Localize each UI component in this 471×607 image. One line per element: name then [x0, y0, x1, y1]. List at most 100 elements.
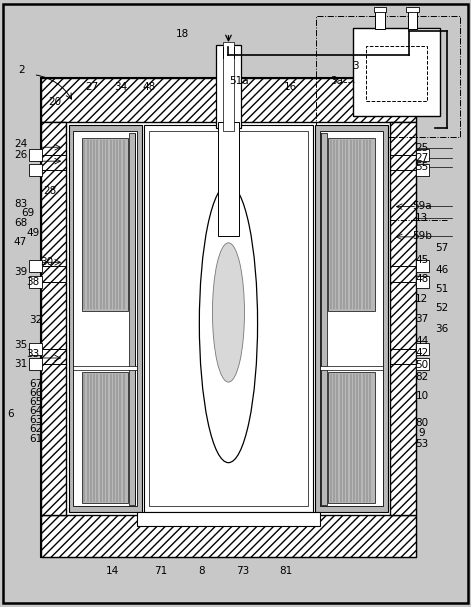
- Bar: [41, 122, 66, 515]
- Text: 51a: 51a: [229, 76, 249, 86]
- Text: 34: 34: [114, 82, 127, 92]
- Text: 71: 71: [154, 566, 167, 576]
- Text: 55: 55: [415, 162, 429, 172]
- Bar: [328, 372, 375, 503]
- Text: 45: 45: [415, 255, 429, 265]
- Text: 10: 10: [415, 390, 429, 401]
- Text: 26: 26: [14, 150, 27, 160]
- Bar: [416, 149, 430, 161]
- Text: 66: 66: [29, 388, 42, 398]
- Bar: [82, 372, 129, 503]
- Text: 81: 81: [280, 566, 293, 576]
- Bar: [416, 358, 430, 370]
- Text: 3a: 3a: [330, 76, 343, 86]
- Text: 59b: 59b: [412, 231, 432, 240]
- Bar: [320, 131, 383, 506]
- Bar: [29, 149, 42, 161]
- Text: 49: 49: [26, 228, 39, 238]
- Bar: [321, 133, 326, 504]
- Text: 67: 67: [29, 379, 42, 389]
- Text: 83: 83: [14, 198, 27, 209]
- Bar: [41, 515, 416, 557]
- Text: 42: 42: [415, 348, 429, 358]
- Bar: [41, 78, 416, 557]
- Text: 69: 69: [21, 208, 34, 219]
- Text: 48: 48: [142, 82, 155, 92]
- Text: 13: 13: [415, 213, 429, 223]
- Bar: [328, 138, 375, 311]
- Bar: [406, 7, 419, 12]
- Bar: [374, 7, 386, 12]
- Text: 33: 33: [26, 350, 39, 359]
- Text: 51: 51: [436, 284, 449, 294]
- Bar: [29, 358, 42, 370]
- Bar: [73, 131, 137, 506]
- Bar: [375, 11, 385, 29]
- Text: 62: 62: [29, 424, 42, 435]
- Bar: [29, 260, 42, 272]
- Text: 8: 8: [198, 566, 205, 576]
- Text: 9: 9: [419, 428, 425, 438]
- Bar: [320, 367, 383, 370]
- Bar: [29, 343, 42, 355]
- Bar: [416, 164, 430, 176]
- Ellipse shape: [199, 184, 258, 463]
- Text: 14: 14: [106, 566, 119, 576]
- Text: 30: 30: [40, 257, 53, 267]
- Text: 12: 12: [415, 294, 429, 304]
- Bar: [69, 125, 142, 512]
- Bar: [137, 512, 320, 526]
- Text: 57: 57: [436, 243, 449, 253]
- Text: 39: 39: [14, 267, 27, 277]
- Bar: [130, 133, 135, 504]
- Text: 27: 27: [415, 152, 429, 163]
- Text: 82: 82: [415, 372, 429, 382]
- Text: 31: 31: [14, 359, 27, 369]
- Text: 28: 28: [43, 186, 57, 196]
- Text: 68: 68: [14, 218, 27, 228]
- Bar: [316, 16, 460, 137]
- Bar: [219, 122, 238, 236]
- Text: 35: 35: [14, 340, 27, 350]
- Text: 25: 25: [415, 143, 429, 153]
- Bar: [416, 260, 430, 272]
- Bar: [416, 276, 430, 288]
- Text: 61: 61: [29, 433, 42, 444]
- Bar: [416, 343, 430, 355]
- Bar: [408, 11, 417, 29]
- Bar: [390, 122, 416, 515]
- Text: 3: 3: [352, 61, 358, 71]
- Text: 63: 63: [29, 415, 42, 426]
- Text: 73: 73: [236, 566, 250, 576]
- Text: 16: 16: [284, 82, 298, 92]
- Text: 80: 80: [415, 418, 429, 428]
- Text: 20: 20: [48, 98, 61, 107]
- Bar: [29, 164, 42, 176]
- Text: 32: 32: [29, 316, 42, 325]
- Bar: [320, 133, 321, 504]
- Bar: [353, 28, 440, 116]
- Text: 52: 52: [436, 304, 449, 313]
- Text: 24: 24: [14, 138, 27, 149]
- Text: 47: 47: [14, 237, 27, 247]
- Bar: [82, 138, 129, 311]
- Text: 18: 18: [176, 29, 189, 39]
- Text: 53: 53: [415, 439, 429, 449]
- Text: 2: 2: [18, 66, 25, 75]
- Bar: [149, 131, 309, 506]
- Bar: [73, 367, 137, 370]
- Bar: [366, 46, 427, 101]
- Bar: [223, 42, 234, 131]
- Bar: [315, 125, 388, 512]
- Text: 6: 6: [8, 409, 14, 419]
- Text: 48: 48: [415, 274, 429, 284]
- Text: 64: 64: [29, 406, 42, 416]
- Text: 46: 46: [436, 265, 449, 274]
- Bar: [216, 45, 241, 128]
- Text: 37: 37: [415, 314, 429, 324]
- Text: 38: 38: [26, 277, 39, 287]
- Bar: [144, 125, 313, 512]
- Text: 65: 65: [29, 397, 42, 407]
- Text: 50: 50: [415, 361, 429, 370]
- Text: 36: 36: [436, 324, 449, 334]
